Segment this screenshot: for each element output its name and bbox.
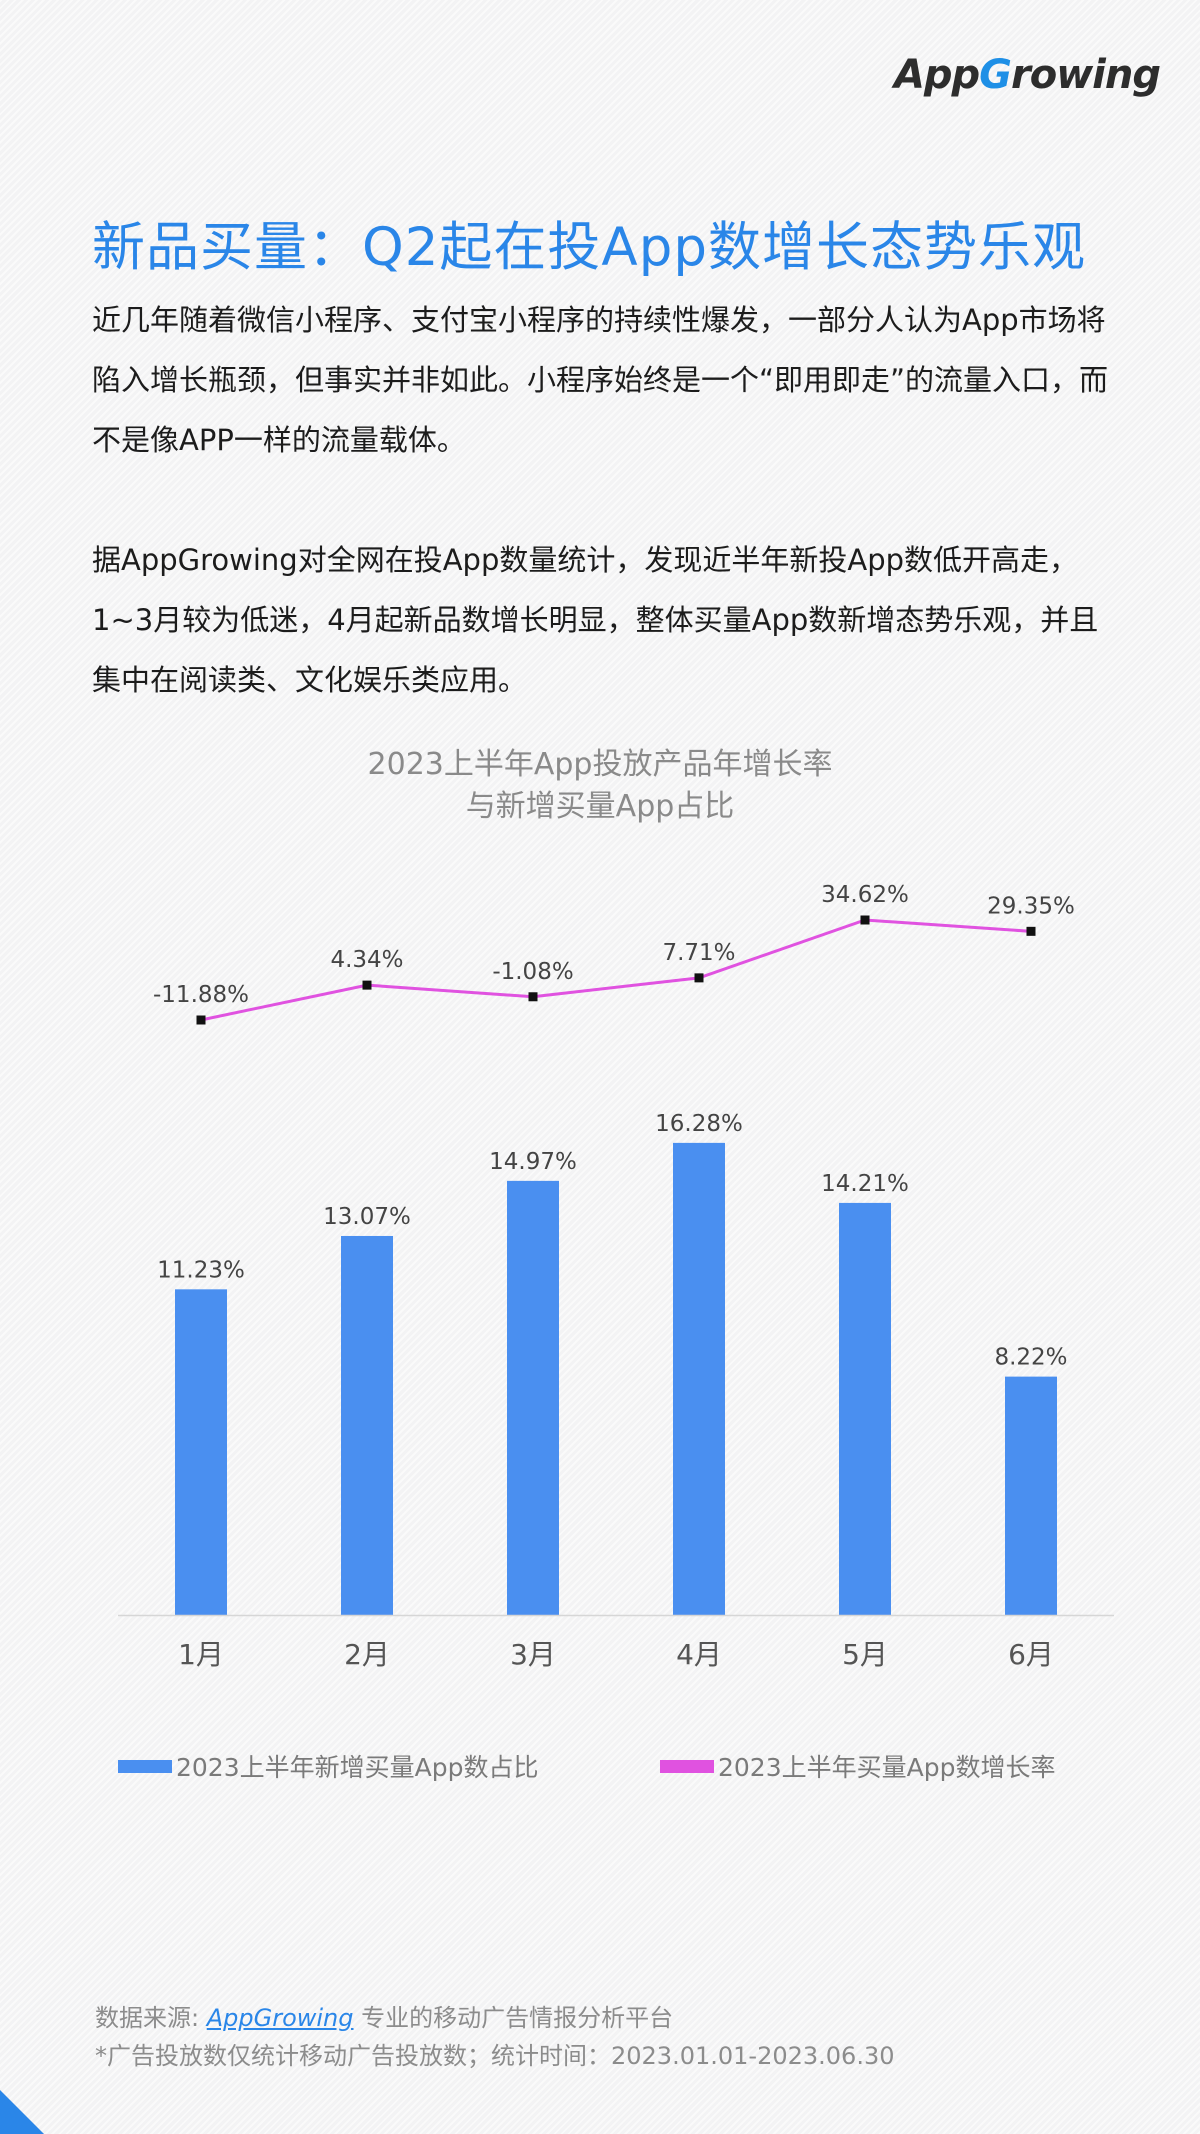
bar-data-label-6: 8.22% (994, 1345, 1067, 1371)
bar-1 (175, 1289, 227, 1615)
x-tick-label-1: 1月 (178, 1638, 224, 1671)
bar-4 (673, 1142, 725, 1615)
bar-data-label-1: 11.23% (157, 1257, 245, 1283)
bar-data-label-4: 16.28% (655, 1111, 743, 1137)
legend-item-bar-series: 2023上半年新增买量App数占比 (118, 1748, 538, 1784)
line-point-5 (860, 915, 870, 925)
line-data-label-1: -11.88% (153, 982, 249, 1008)
x-tick-label-4: 4月 (676, 1638, 722, 1671)
line-point-2 (362, 980, 372, 990)
chart-legend: 2023上半年新增买量App数占比 2023上半年买量App数增长率 (118, 1748, 1118, 1788)
line-point-4 (694, 973, 704, 983)
x-tick-label-6: 6月 (1008, 1638, 1054, 1671)
intro-paragraph: 近几年随着微信小程序、支付宝小程序的持续性爆发，一部分人认为App市场将陷入增长… (92, 303, 1109, 457)
line-point-3 (528, 992, 538, 1002)
stats-paragraph: 据AppGrowing对全网在投App数量统计，发现近半年新投App数低开高走，… (92, 543, 1099, 697)
page-headline: 新品买量：Q2起在投App数增长态势乐观 (92, 217, 1086, 278)
legend-swatch-bar (118, 1759, 172, 1773)
data-source-note: 数据来源: AppGrowing 专业的移动广告情报分析平台 (95, 2004, 674, 2032)
x-tick-label-3: 3月 (510, 1638, 556, 1671)
legend-item-line-series: 2023上半年买量App数增长率 (660, 1748, 1055, 1784)
x-tick-label-2: 2月 (344, 1638, 390, 1671)
legend-label-bar: 2023上半年新增买量App数占比 (176, 1753, 539, 1782)
line-series-path (200, 918, 1032, 1022)
bar-2 (341, 1235, 393, 1615)
line-data-label-6: 29.35% (987, 893, 1075, 919)
line-data-label-4: 7.71% (662, 940, 735, 966)
line-point-1 (196, 1015, 206, 1025)
line-data-label-2: 4.34% (330, 947, 403, 973)
legend-swatch-line (660, 1759, 714, 1773)
corner-triangle-decoration (0, 2090, 44, 2134)
chart-title: 2023上半年App投放产品年增长率 与新增买量App占比 (0, 744, 1200, 828)
line-data-label-3: -1.08% (492, 959, 573, 985)
bar-6 (1005, 1376, 1057, 1615)
bar-data-label-2: 13.07% (323, 1204, 411, 1230)
appgrowing-link[interactable]: AppGrowing (206, 2004, 354, 2032)
bar-data-label-5: 14.21% (821, 1171, 909, 1197)
chart-title-line-1: 2023上半年App投放产品年增长率 (367, 747, 833, 782)
line-data-label-5: 34.62% (821, 882, 909, 908)
x-tick-label-5: 5月 (842, 1638, 888, 1671)
bar-data-label-3: 14.97% (489, 1149, 577, 1175)
bar-3 (507, 1180, 559, 1615)
line-point-6 (1026, 926, 1036, 936)
bar-5 (839, 1202, 891, 1615)
chart-title-line-2: 与新增买量App占比 (465, 789, 735, 824)
legend-label-line: 2023上半年买量App数增长率 (718, 1753, 1056, 1782)
statistics-note: *广告投放数仅统计移动广告投放数；统计时间：2023.01.01-2023.06… (95, 2042, 895, 2070)
appgrowing-logo: AppGrowing (893, 52, 1161, 98)
